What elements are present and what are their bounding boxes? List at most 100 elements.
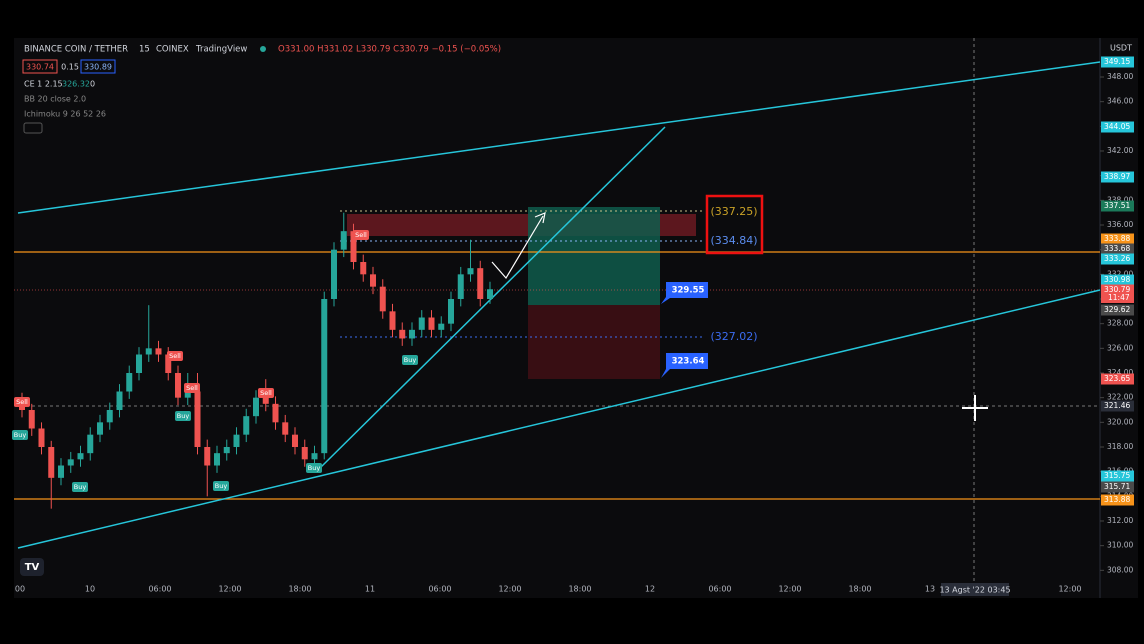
status-dot — [260, 46, 266, 52]
candle-body — [418, 317, 425, 330]
signal-text: Buy — [177, 412, 190, 420]
signal-badge — [175, 411, 191, 421]
y-tick-label: 336.00 — [1107, 220, 1133, 229]
trend-line — [17, 61, 1101, 214]
candle-body — [477, 268, 484, 299]
price-label: 349.15 — [1104, 57, 1130, 66]
collapse-button[interactable] — [23, 122, 43, 134]
price-label: 333.68 — [1104, 244, 1130, 253]
price-label-bg — [1101, 494, 1134, 506]
price-label-bg — [1101, 470, 1134, 482]
y-tick-label: 310.00 — [1107, 541, 1133, 550]
y-tick-label: 324.00 — [1107, 368, 1133, 377]
candle-body — [223, 447, 230, 454]
x-tick-label: 12:00 — [498, 585, 521, 594]
x-tick-label: 10 — [85, 585, 95, 594]
y-tick-label: 342.00 — [1107, 146, 1133, 155]
ask-box — [80, 59, 116, 74]
candle-body — [106, 410, 113, 423]
candle-body — [28, 410, 35, 429]
source: TradingView — [195, 45, 247, 55]
signal-text: Buy — [14, 431, 27, 439]
candle-body — [48, 447, 55, 478]
price-label: 333.88 — [1104, 234, 1130, 243]
candle-body — [292, 434, 298, 447]
x-tick-label: 06:00 — [708, 585, 731, 594]
candle-body — [282, 422, 289, 435]
price-label: 313.88 — [1104, 495, 1130, 504]
x-tick-label: 06:00 — [428, 585, 451, 594]
y-tick-label: 328.00 — [1107, 319, 1133, 328]
price-label-bg — [1101, 304, 1134, 316]
candle-body — [389, 311, 396, 330]
callout-text: 329.55 — [672, 286, 705, 296]
price-label: 330.79 — [1104, 285, 1130, 294]
price-label-bg — [1101, 253, 1134, 265]
price-label-bg — [1101, 233, 1134, 245]
price-label-bg — [1101, 121, 1134, 133]
x-tick-label: 18:00 — [848, 585, 871, 594]
y-tick-label: 332.00 — [1107, 269, 1133, 278]
interval: 15 — [139, 45, 150, 55]
target-label: (337.25) — [710, 205, 757, 218]
candle-body — [301, 447, 308, 460]
price-label: 329.62 — [1104, 305, 1130, 314]
profit-zone — [528, 207, 660, 305]
currency[interactable]: USDT — [1110, 44, 1132, 53]
candle-body — [253, 397, 259, 417]
candle-body — [311, 453, 318, 460]
candle-body — [77, 453, 84, 460]
candle-body — [126, 373, 133, 392]
logo — [20, 558, 44, 576]
signal-badge — [306, 463, 322, 473]
candle-body — [67, 459, 74, 466]
time-label-bg — [941, 583, 1009, 596]
y-tick-label: 322.00 — [1107, 393, 1133, 402]
y-tick-label: 318.00 — [1107, 442, 1133, 451]
y-tick-label: 346.00 — [1107, 97, 1133, 106]
candle-body — [175, 373, 181, 398]
price-label-bg — [1101, 56, 1134, 68]
price-label: 315.75 — [1104, 471, 1130, 480]
candle-body — [457, 274, 464, 299]
price-label: 330.98 — [1104, 275, 1130, 284]
candle-body — [321, 299, 328, 454]
signal-text: Sell — [16, 398, 28, 406]
x-tick-label: 11 — [365, 585, 375, 594]
y-tick-label: 326.00 — [1107, 343, 1133, 352]
price-label-bg — [1101, 243, 1134, 255]
candle-body — [87, 434, 94, 454]
price-label: 344.05 — [1104, 122, 1130, 131]
signal-badge — [167, 351, 183, 361]
y-tick-label: 338.00 — [1107, 195, 1133, 204]
candle-body — [350, 231, 357, 262]
candle-body — [487, 289, 493, 299]
x-tick-label: 12 — [645, 585, 655, 594]
price-label-bg — [1101, 171, 1134, 183]
x-tick-label: 18:00 — [288, 585, 311, 594]
countdown: 11:47 — [1108, 293, 1130, 302]
price-label-bg — [1101, 373, 1134, 385]
candle-body — [262, 397, 269, 404]
trend-line — [17, 289, 1101, 549]
candle-body — [467, 268, 474, 275]
highlight-box — [705, 194, 764, 255]
candle-body — [233, 434, 240, 447]
candle-body — [243, 416, 250, 435]
signal-badge — [12, 430, 28, 440]
signal-text: Buy — [215, 482, 228, 490]
x-tick-label: 00 — [15, 585, 25, 594]
candle-body — [165, 354, 172, 373]
candle-body — [399, 329, 406, 339]
crosshair-time: 13 Agst '22 03:45 — [939, 586, 1010, 595]
signal-badge — [213, 481, 229, 491]
candle-body — [145, 348, 152, 355]
signal-text: Sell — [260, 389, 272, 397]
signal-badge — [402, 355, 418, 365]
candle-body — [97, 422, 103, 435]
price-label: 323.65 — [1104, 374, 1130, 383]
signal-badge — [184, 383, 200, 393]
signal-text: Sell — [186, 384, 198, 392]
callout-text: 323.64 — [672, 357, 705, 367]
